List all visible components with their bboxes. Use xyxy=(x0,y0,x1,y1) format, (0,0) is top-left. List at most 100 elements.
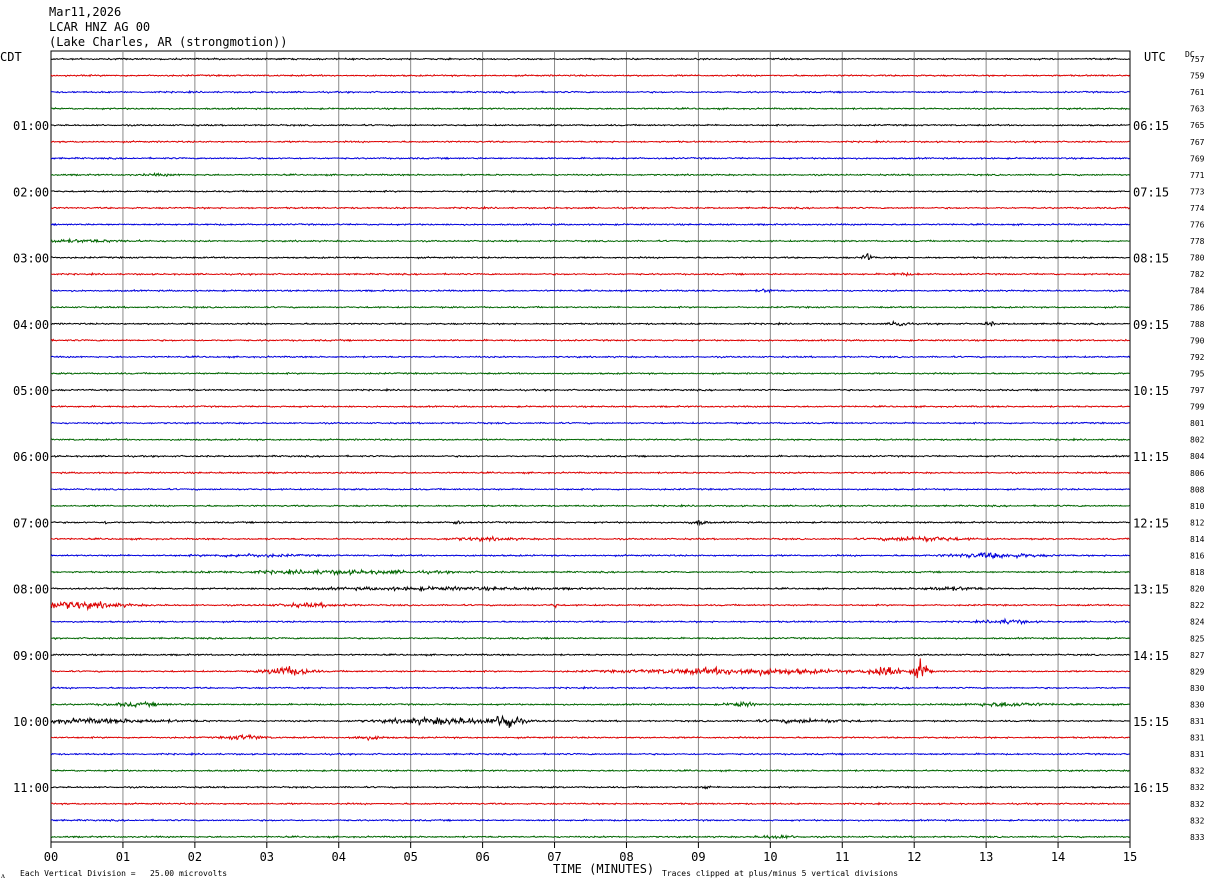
right-hour-label: 08:15 xyxy=(1133,252,1169,266)
trace-line xyxy=(50,785,1130,790)
dc-offset-label: 790 xyxy=(1190,336,1205,345)
x-tick-label: 15 xyxy=(1123,850,1137,864)
left-hour-label: 06:00 xyxy=(13,450,49,464)
x-tick-label: 13 xyxy=(979,850,993,864)
x-tick-label: 12 xyxy=(907,850,921,864)
trace-line xyxy=(50,714,1130,729)
dc-offset-label: 771 xyxy=(1190,171,1205,180)
dc-offset-label: 810 xyxy=(1190,502,1205,511)
left-hour-label: 01:00 xyxy=(13,119,49,133)
dc-offset-label: 832 xyxy=(1190,800,1205,809)
dc-offset-label: 831 xyxy=(1190,717,1205,726)
x-tick-label: 11 xyxy=(835,850,849,864)
trace-line xyxy=(50,636,1130,641)
dc-offset-label: 792 xyxy=(1190,353,1205,362)
trace-line xyxy=(50,437,1130,442)
right-hour-label: 15:15 xyxy=(1133,715,1169,729)
dc-offset-label: 782 xyxy=(1190,270,1205,279)
dc-offset-label: 832 xyxy=(1190,783,1205,792)
trace-line xyxy=(50,156,1130,161)
left-hour-label: 04:00 xyxy=(13,318,49,332)
trace-line xyxy=(50,535,1130,544)
trace-line xyxy=(50,503,1130,508)
trace-line xyxy=(50,89,1130,94)
right-hour-label: 06:15 xyxy=(1133,119,1169,133)
dc-offset-label: 804 xyxy=(1190,452,1205,461)
left-hour-label: 03:00 xyxy=(13,252,49,266)
dc-offset-label: 763 xyxy=(1190,105,1205,114)
dc-offset-label: 831 xyxy=(1190,750,1205,759)
dc-offset-label: 814 xyxy=(1190,535,1205,544)
trace-line xyxy=(50,600,1130,612)
plot-frame xyxy=(50,50,1131,843)
dc-offset-label: 797 xyxy=(1190,386,1205,395)
dc-offset-label: 812 xyxy=(1190,518,1205,527)
x-tick-label: 05 xyxy=(403,850,417,864)
dc-offset-label: 778 xyxy=(1190,237,1205,246)
left-hour-label: 02:00 xyxy=(13,185,49,199)
dc-offset-label: 795 xyxy=(1190,369,1205,378)
x-tick-label: 06 xyxy=(475,850,489,864)
dc-offset-label: 759 xyxy=(1190,72,1205,81)
trace-line xyxy=(50,106,1130,111)
left-hour-label: 05:00 xyxy=(13,384,49,398)
dc-offset-label: 825 xyxy=(1190,634,1205,643)
x-tick-label: 03 xyxy=(260,850,274,864)
trace-line xyxy=(50,73,1130,78)
trace-line xyxy=(50,319,1130,327)
dc-offset-label: 757 xyxy=(1190,55,1205,64)
dc-offset-label: 822 xyxy=(1190,601,1205,610)
dc-offset-label: 830 xyxy=(1190,684,1205,693)
dc-offset-label: 824 xyxy=(1190,618,1205,627)
left-timezone-label: CDT xyxy=(0,50,22,64)
clip-note: Traces clipped at plus/minus 5 vertical … xyxy=(662,869,898,878)
x-tick-label: 07 xyxy=(547,850,561,864)
trace-line xyxy=(50,139,1130,144)
dc-offset-label: 829 xyxy=(1190,667,1205,676)
trace-line xyxy=(50,454,1130,459)
trace-line xyxy=(50,189,1130,194)
dc-offset-label: 832 xyxy=(1190,816,1205,825)
trace-line xyxy=(50,355,1130,359)
trace-line xyxy=(50,751,1130,756)
trace-line xyxy=(50,617,1130,626)
right-hour-label: 14:15 xyxy=(1133,649,1169,663)
trace-line xyxy=(50,252,1130,260)
scale-note: Each Vertical Division = 25.00 microvolt… xyxy=(20,869,227,878)
station-code: LCAR HNZ AG 00 xyxy=(49,20,151,34)
left-hour-label: 09:00 xyxy=(13,649,49,663)
trace-line xyxy=(50,801,1130,806)
dc-offset-label: 765 xyxy=(1190,121,1205,130)
dc-offset-label: 820 xyxy=(1190,585,1205,594)
dc-offset-label: 816 xyxy=(1190,552,1205,561)
corner-mark-icon: ᴧ xyxy=(1,871,5,880)
dc-offset-label: 802 xyxy=(1190,436,1205,445)
dc-label: DC xyxy=(1185,50,1195,59)
trace-line xyxy=(50,123,1130,127)
dc-offset-label: 830 xyxy=(1190,700,1205,709)
dc-offset-label: 818 xyxy=(1190,568,1205,577)
left-hour-label: 10:00 xyxy=(13,715,49,729)
trace-line xyxy=(50,172,1130,178)
left-hour-label: 07:00 xyxy=(13,516,49,530)
dc-offset-label: 788 xyxy=(1190,320,1205,329)
trace-line xyxy=(50,205,1130,210)
trace-line xyxy=(50,700,1130,709)
trace-line xyxy=(50,487,1130,492)
right-hour-label: 13:15 xyxy=(1133,583,1169,597)
left-hour-label: 11:00 xyxy=(13,781,49,795)
right-hour-label: 12:15 xyxy=(1133,516,1169,530)
x-tick-label: 09 xyxy=(691,850,705,864)
trace-line xyxy=(50,222,1130,227)
station-location: (Lake Charles, AR (strongmotion)) xyxy=(49,35,288,49)
left-hour-label: 08:00 xyxy=(13,583,49,597)
dc-offset-label: 801 xyxy=(1190,419,1205,428)
dc-offset-label: 799 xyxy=(1190,403,1205,412)
axis-labels: CDT UTC DC TIME (MINUTES) Each Vertical … xyxy=(0,50,1205,880)
x-tick-label: 02 xyxy=(188,850,202,864)
dc-offset-label: 776 xyxy=(1190,221,1205,230)
trace-line xyxy=(50,818,1130,823)
trace-line xyxy=(50,520,1130,527)
x-axis-label: TIME (MINUTES) xyxy=(553,862,654,876)
